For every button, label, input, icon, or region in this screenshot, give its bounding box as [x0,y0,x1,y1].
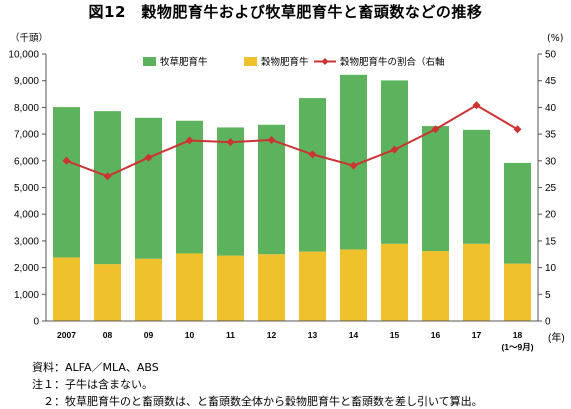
left-tick-label: 2,000 [14,263,39,274]
footnote-2: ２：牧草肥育牛のと畜頭数は、と畜頭数全体から穀物肥育牛と畜頭数を差し引いて算出。 [32,395,483,408]
ratio-point [349,161,358,170]
right-tick-label: 0 [545,317,551,328]
right-tick-label: 45 [545,76,557,87]
ratio-line [62,101,522,181]
x-tick-label: 13 [308,330,318,340]
ratio-point [226,138,235,147]
right-tick-label: 15 [545,236,557,247]
bar-grass [217,127,244,256]
ratio-point [62,156,71,165]
bar-grain [94,264,121,321]
bar-grass [135,117,162,259]
bar-grain [422,251,449,321]
legend-label-ratio: 穀物肥育牛の割合（右軸 [340,56,445,68]
x-tick-label: 15 [390,330,400,340]
right-tick-label: 40 [545,103,557,114]
x-tick-sublabel: (1〜9月) [501,342,533,352]
right-tick-label: 30 [545,156,557,167]
x-axis-ticks: 2007 08 09 10 11 12 13 14 15 16 17 18 (1〜9月) [57,330,534,352]
right-tick-label: 25 [545,183,557,194]
ratio-point [267,135,276,144]
x-tick-label: 16 [431,330,441,340]
x-tick-label: 09 [144,330,154,340]
x-tick-label: 2007 [57,330,76,340]
right-tick-label: 5 [545,290,551,301]
left-tick-label: 4,000 [14,210,39,221]
x-tick-label: 17 [472,330,482,340]
left-tick-label: 5,000 [14,183,39,194]
bar-grass [422,126,449,252]
legend: 牧草肥育牛 穀物肥育牛 穀物肥育牛の割合（右軸 [143,56,445,68]
ratio-point [472,101,481,110]
right-tick-label: 50 [545,50,557,61]
left-axis-unit: （千頭） [10,32,48,44]
ratio-series-line [66,104,519,178]
x-tick-label: 18 [513,330,523,340]
x-axis-unit: (年) [548,331,565,344]
ratio-point [185,136,194,145]
legend-marker-ratio [321,58,329,65]
bar-grain [258,254,285,321]
right-tick-label: 20 [545,210,557,221]
chart-title: 図12 穀物肥育牛および牧草肥育牛と畜頭数などの推移 [88,3,483,21]
left-tick-label: 7,000 [14,130,39,141]
source-note: 資料：ALFA／MLA、ABS [32,361,159,374]
ratio-point [144,153,153,162]
ratio-point [513,125,522,134]
left-tick-label: 6,000 [14,156,39,167]
legend-label-grain: 穀物肥育牛 [261,56,309,68]
ratio-point [390,145,399,154]
bar-grain [299,251,326,321]
left-tick-label: 10,000 [8,50,39,61]
bars [53,74,531,321]
legend-swatch-grass [143,57,156,66]
x-tick-label: 08 [103,330,113,340]
legend-swatch-grain [244,57,257,66]
bar-grass [258,124,285,255]
bar-grain [53,257,80,321]
bar-grass [53,107,80,258]
bar-grass [94,111,121,265]
bar-grain [504,263,531,321]
left-tick-label: 1,000 [14,290,39,301]
right-axis-ticks: 0 5 10 15 20 25 30 35 40 45 50 [538,50,557,328]
ratio-point [103,172,112,181]
bar-grass [504,162,531,264]
bar-grass [463,129,490,244]
right-tick-label: 10 [545,263,557,274]
bar-grass [299,98,326,252]
x-tick-label: 14 [349,330,359,340]
bar-grain [463,243,490,321]
x-tick-label: 10 [185,330,195,340]
footnote-1: 注１：子牛は含まない。 [32,378,153,391]
bar-grain [176,253,203,321]
left-tick-label: 3,000 [14,236,39,247]
bar-grain [135,258,162,321]
bar-grain [340,249,367,321]
bar-grain [381,243,408,321]
legend-label-grass: 牧草肥育牛 [160,56,208,68]
ratio-point [431,125,440,134]
bar-grass [381,80,408,244]
right-tick-label: 35 [545,130,557,141]
left-tick-label: 0 [33,317,39,328]
x-tick-label: 11 [226,330,235,340]
x-tick-label: 12 [267,330,277,340]
left-axis-ticks: 0 1,000 2,000 3,000 4,000 5,000 6,000 7,000 8,00… [8,50,46,328]
left-tick-label: 9,000 [14,76,39,87]
ratio-point [308,150,317,159]
left-tick-label: 8,000 [14,103,39,114]
bar-grain [217,255,244,321]
right-axis-unit: (%) [547,33,563,44]
